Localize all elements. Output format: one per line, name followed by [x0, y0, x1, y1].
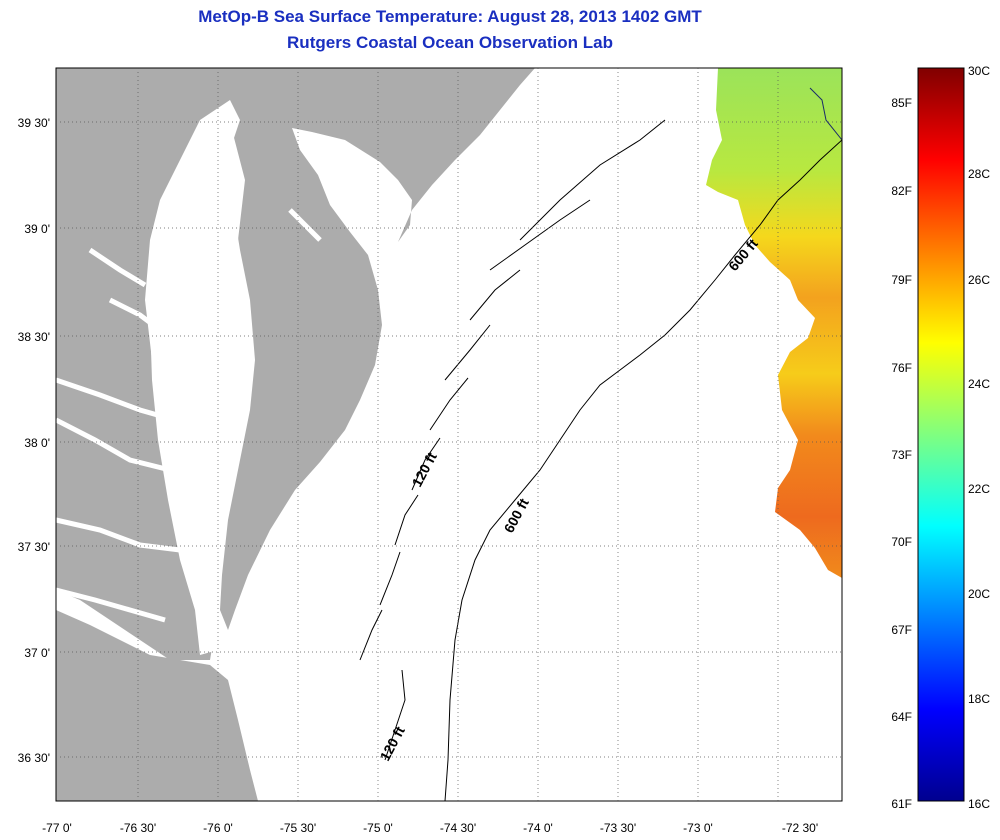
colorbar-f-labels: 85F 82F 79F 76F 73F 70F 67F 64F 61F — [891, 96, 912, 811]
contour-swath-line — [809, 87, 842, 141]
map-title: MetOp-B Sea Surface Temperature: August … — [198, 7, 702, 26]
colorbar-c-label: 26C — [968, 273, 990, 287]
lon-label: -74 0' — [523, 821, 553, 835]
map-frame — [55, 67, 843, 802]
lat-label: 39 30' — [18, 116, 50, 130]
lat-label: 36 30' — [18, 751, 50, 765]
contour-label-600ft-lower: 600 ft — [501, 495, 532, 535]
lat-label: 39 0' — [24, 222, 50, 236]
land-rivers — [56, 208, 322, 623]
shoal-contours — [359, 119, 666, 761]
sst-data-swath — [706, 68, 842, 578]
colorbar-c-label: 22C — [968, 482, 990, 496]
lat-label: 38 0' — [24, 436, 50, 450]
colorbar-c-label: 24C — [968, 377, 990, 391]
lon-label: -75 0' — [363, 821, 393, 835]
lon-label: -75 30' — [280, 821, 316, 835]
map-grid — [56, 68, 842, 801]
lon-label: -73 30' — [600, 821, 636, 835]
colorbar-c-label: 18C — [968, 692, 990, 706]
colorbar-f-label: 79F — [891, 273, 912, 287]
colorbar-f-label: 70F — [891, 535, 912, 549]
colorbar-f-label: 73F — [891, 448, 912, 462]
map-subtitle: Rutgers Coastal Ocean Observation Lab — [287, 33, 613, 52]
lon-label: -76 0' — [203, 821, 233, 835]
contour-600ft — [444, 139, 842, 801]
lat-label: 37 0' — [24, 646, 50, 660]
lon-label: -73 0' — [683, 821, 713, 835]
colorbar-c-label: 28C — [968, 167, 990, 181]
colorbar-f-label: 85F — [891, 96, 912, 110]
colorbar-c-labels: 30C 28C 26C 24C 22C 20C 18C 16C — [968, 64, 990, 811]
contour-label-120ft-upper: 120 ft — [409, 449, 440, 489]
land-delmarva — [56, 68, 535, 660]
lon-label: -76 30' — [120, 821, 156, 835]
colorbar-f-label: 76F — [891, 361, 912, 375]
colorbar-f-label: 64F — [891, 710, 912, 724]
colorbar-c-label: 20C — [968, 587, 990, 601]
land-virginia — [56, 610, 258, 801]
chesapeake-bay — [150, 130, 252, 655]
lat-label: 38 30' — [18, 330, 50, 344]
colorbar-f-label: 67F — [891, 623, 912, 637]
colorbar-f-label: 61F — [891, 797, 912, 811]
colorbar-f-label: 82F — [891, 184, 912, 198]
colorbar-c-label: 30C — [968, 64, 990, 78]
lon-label: -72 30' — [782, 821, 818, 835]
colorbar — [917, 67, 965, 802]
lon-label: -77 0' — [42, 821, 72, 835]
lon-label: -74 30' — [440, 821, 476, 835]
lat-label: 37 30' — [18, 540, 50, 554]
contour-label-120ft-lower: 120 ft — [377, 723, 408, 763]
colorbar-c-label: 16C — [968, 797, 990, 811]
